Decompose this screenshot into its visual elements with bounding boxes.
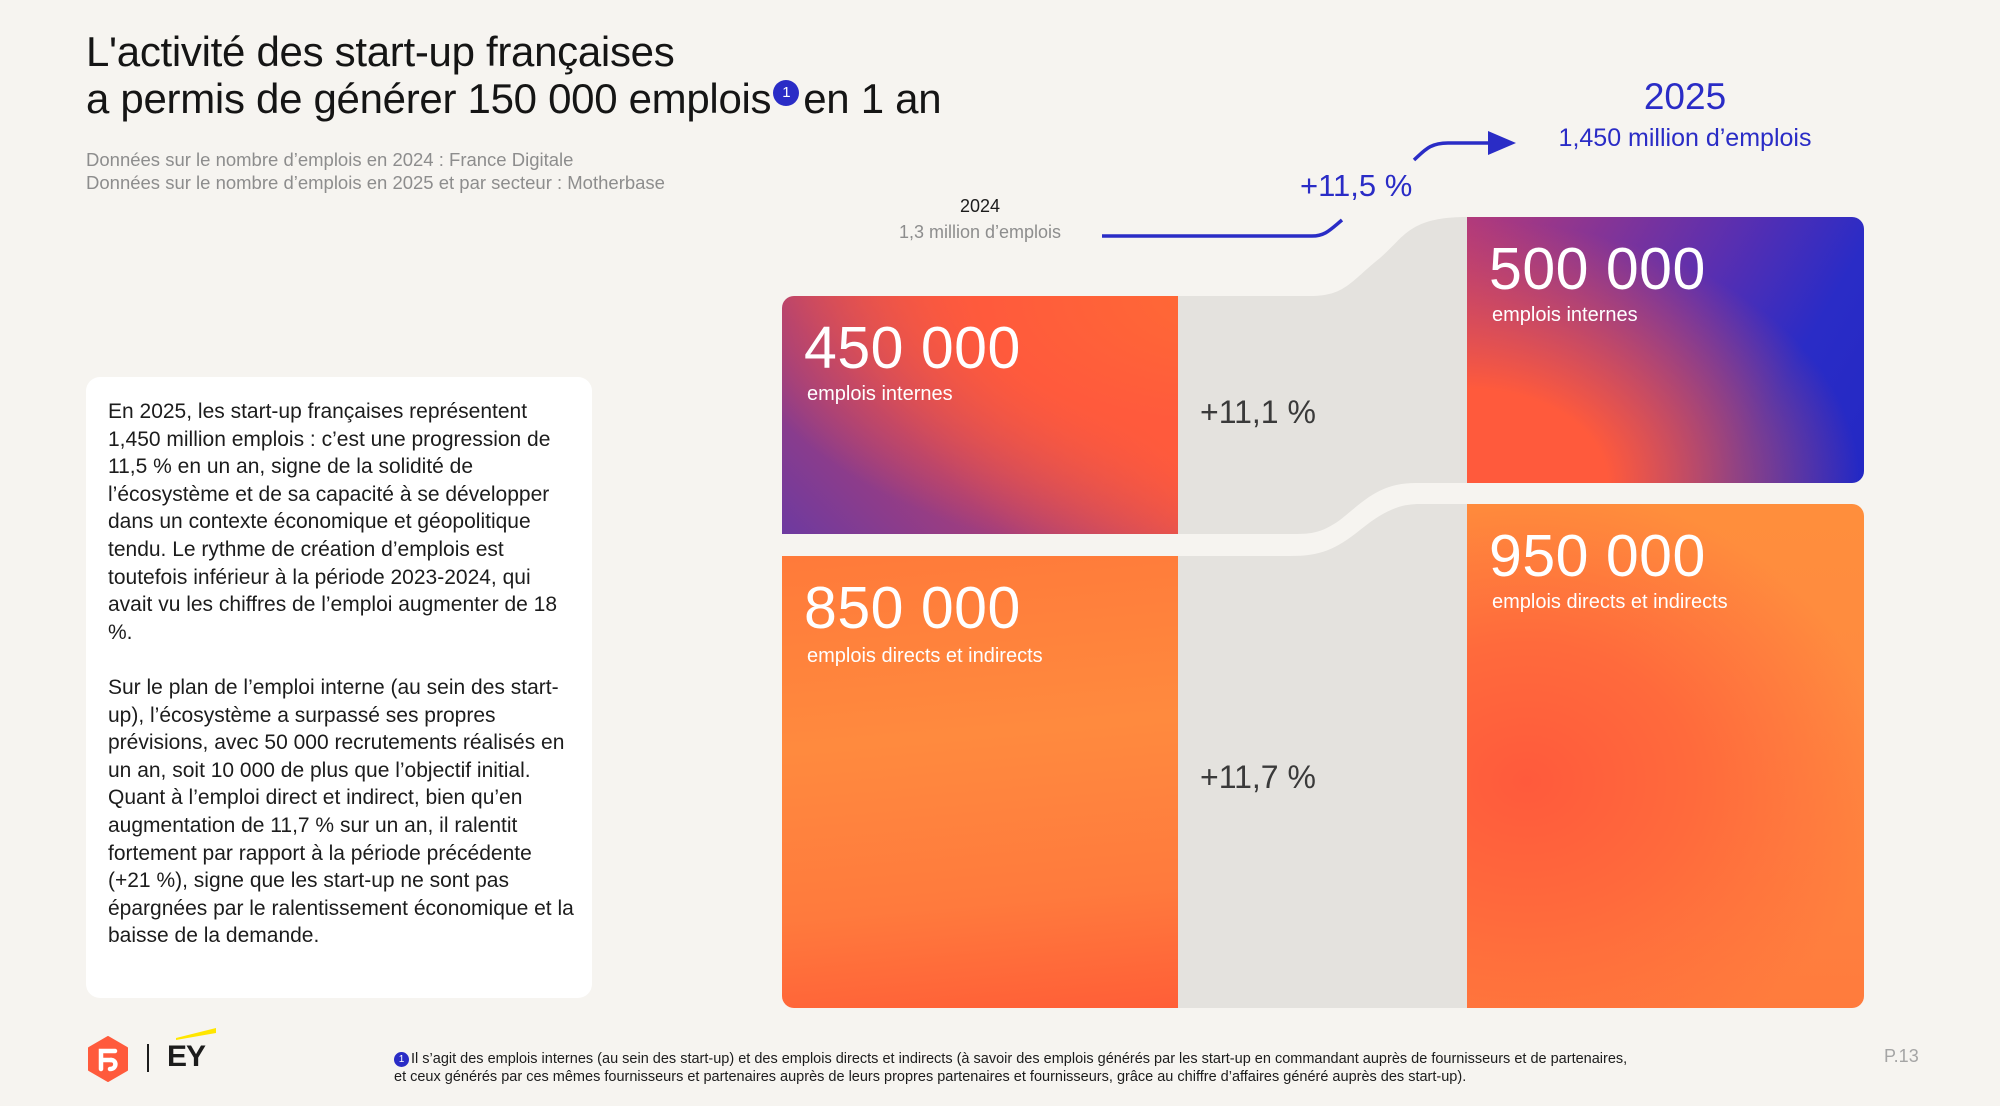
label-year-2025: 2025 xyxy=(1643,76,1727,117)
growth-direct-indirect-label: +11,7 % xyxy=(1200,759,1316,795)
footnote: 1 Il s’agit des emplois internes (au sein… xyxy=(394,1050,1774,1086)
label-2025-total: 1,450 million d’emplois xyxy=(1558,124,1812,152)
title-line-2: a permis de générer 150 000 emplois 1 en 1… xyxy=(86,75,986,122)
flow-band-direct-indirect xyxy=(1178,504,1467,1008)
france-digitale-logo-icon xyxy=(88,1036,128,1082)
label-year-2024: 2024 xyxy=(959,196,1001,216)
footnote-line-2: et ceux générés par ces mêmes fournisseu… xyxy=(394,1069,1467,1085)
growth-arrow-line xyxy=(1102,218,1344,238)
label-2024-total: 1,3 million d’emplois xyxy=(898,222,1062,242)
block-value: 850 000 xyxy=(804,575,1021,641)
growth-arrow-line-2 xyxy=(1412,141,1490,162)
block-2025-internal: 500 000 emplois internes xyxy=(1467,217,1864,483)
ey-logo-bar-icon xyxy=(176,1028,216,1040)
block-label: emplois internes xyxy=(1492,304,1638,326)
flow-band-internal xyxy=(1178,217,1467,534)
footnote-text-1: Il s’agit des emplois internes (au sein … xyxy=(411,1051,1628,1067)
page-title: L'activité des start-up françaises a per… xyxy=(86,28,986,122)
block-value: 450 000 xyxy=(804,315,1021,381)
growth-internal-label: +11,1 % xyxy=(1200,394,1316,430)
footnote-marker-small: 1 xyxy=(394,1052,409,1067)
page-number: P.13 xyxy=(1884,1046,1919,1066)
title-line-2-start: a permis de générer 150 000 emplois xyxy=(86,75,772,122)
block-label: emplois directs et indirects xyxy=(1492,591,1728,613)
overall-growth-label: +11,5 % xyxy=(1300,168,1413,203)
ey-logo: EY xyxy=(167,1040,206,1073)
source-2025: Données sur le nombre d’emplois en 2025 … xyxy=(86,172,665,193)
block-value: 950 000 xyxy=(1489,523,1706,589)
block-value: 500 000 xyxy=(1489,236,1706,302)
block-2024-direct-indirect: 850 000 emplois directs et indirects xyxy=(782,556,1178,1008)
footnote-line-1: 1 Il s’agit des emplois internes (au sein… xyxy=(394,1050,1774,1068)
logo-separator xyxy=(147,1044,149,1072)
arrow-head-icon xyxy=(1488,131,1516,155)
block-label: emplois internes xyxy=(807,383,953,405)
summary-paragraph-1: En 2025, les start-up françaises représe… xyxy=(108,400,558,644)
source-2024: Données sur le nombre d’emplois en 2024 … xyxy=(86,149,574,170)
title-line-1: L'activité des start-up françaises xyxy=(86,28,675,75)
block-2024-internal: 450 000 emplois internes xyxy=(782,296,1178,534)
block-label: emplois directs et indirects xyxy=(807,645,1043,667)
summary-paragraph-2: Sur le plan de l’emploi interne (au sein… xyxy=(108,676,574,948)
summary-card: En 2025, les start-up françaises représe… xyxy=(86,377,592,998)
block-2025-direct-indirect: 950 000 emplois directs et indirects xyxy=(1467,504,1864,1008)
data-sources: Données sur le nombre d’emplois en 2024 … xyxy=(86,148,665,194)
footnote-marker-badge: 1 xyxy=(773,80,800,106)
title-line-2-end: en 1 an xyxy=(803,75,942,122)
